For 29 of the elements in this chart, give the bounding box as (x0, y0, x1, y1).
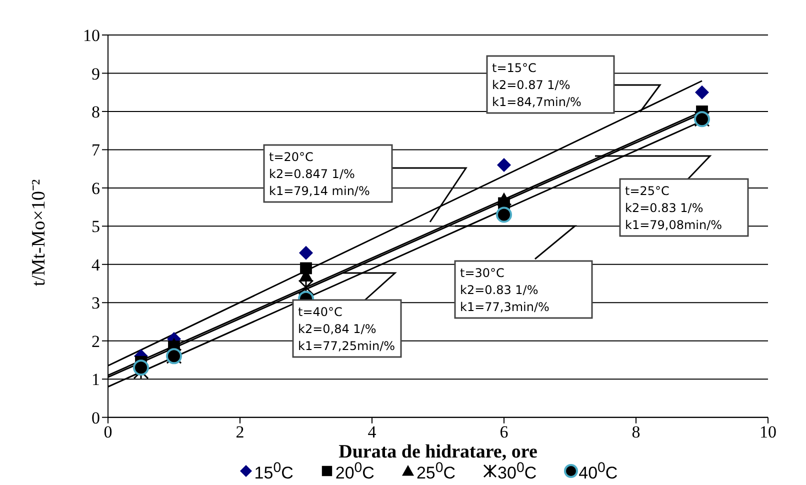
y-tick-label: 7 (92, 140, 100, 160)
y-axis-title: t/Mt-Mo×10⁻² (28, 179, 50, 286)
x-tick-label: 6 (500, 422, 508, 442)
legend-label: 25$^{0}$C (416, 460, 456, 483)
legend-label: 20$^{0}$C (335, 460, 374, 483)
annotation: t=20°C k2=0.847 1/% k1=79,14 min/% (269, 150, 370, 198)
y-tick-label: 5 (92, 217, 100, 236)
x-tick-label: 8 (632, 422, 640, 442)
annotation: t=40°C k2=0,84 1/% k1=77,25min/% (298, 305, 396, 353)
x-tick-label: 4 (368, 422, 377, 442)
annotation: t=15°C k2=0.87 1/% k1=84,7min/% (492, 61, 582, 109)
y-tick-label: 9 (92, 64, 100, 84)
y-tick-label: 2 (92, 332, 100, 351)
annotation: t=30°C k2=0.83 1/% k1=77,3min/% (460, 266, 550, 314)
y-tick-label: 1 (92, 370, 100, 390)
x-tick-label: 2 (236, 422, 244, 442)
legend-label: 30$^{0}$C (498, 460, 537, 483)
y-tick-label: 3 (92, 294, 100, 313)
y-tick-label: 8 (92, 102, 100, 122)
y-tick-label: 0 (92, 408, 100, 428)
x-tick-label: 10 (760, 422, 776, 442)
y-tick-label: 4 (92, 255, 100, 274)
annotation: t=25°C k2=0.83 1/% k1=79,08min/% (625, 184, 722, 232)
x-axis-title: Durata de hidratare, ore (338, 441, 538, 462)
x-tick-label: 0 (104, 422, 112, 442)
y-tick-label: 6 (92, 178, 100, 198)
legend-label: 15$^{0}$C (254, 459, 294, 485)
legend-label: 40$^{0}$C (578, 459, 618, 485)
y-tick-label: 10 (83, 26, 100, 46)
